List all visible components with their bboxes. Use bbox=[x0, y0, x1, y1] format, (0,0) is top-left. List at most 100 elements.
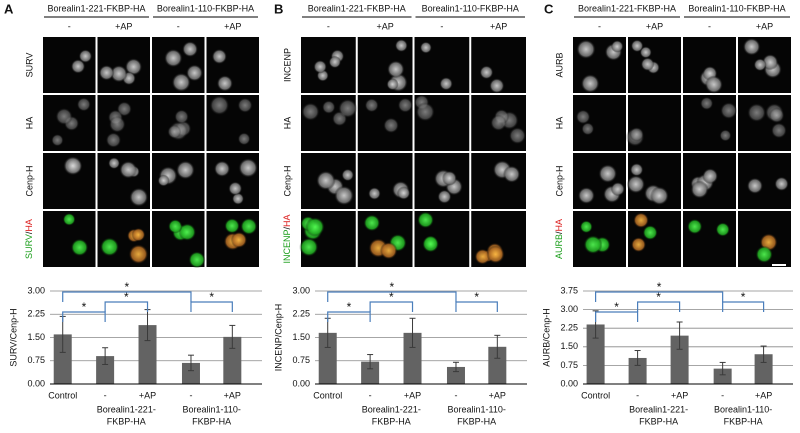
panel-letter: A bbox=[4, 1, 14, 16]
error-bar bbox=[719, 361, 726, 376]
significance-mark: * bbox=[347, 300, 352, 314]
error-bar bbox=[409, 317, 416, 348]
significance-mark: * bbox=[82, 300, 87, 314]
bar bbox=[488, 346, 507, 384]
nucleus bbox=[363, 214, 381, 232]
y-axis-label: INCENP/Cenp-H bbox=[273, 304, 283, 372]
x-tick-label: - bbox=[636, 390, 639, 400]
nucleus bbox=[178, 223, 197, 241]
y-axis-label: SURV/Cenp-H bbox=[8, 308, 18, 366]
nucleus bbox=[704, 75, 724, 94]
nucleus bbox=[328, 55, 342, 69]
column-label: - bbox=[598, 21, 601, 31]
significance-bracket bbox=[62, 291, 192, 302]
nucleus bbox=[579, 220, 593, 234]
group-label: Borealin1-221- bbox=[97, 404, 156, 414]
bar bbox=[318, 332, 337, 384]
y-tick-label: 2.25 bbox=[560, 323, 578, 333]
group-label: FKBP-HA bbox=[639, 416, 678, 426]
group-label: Borealin1-110- bbox=[447, 404, 505, 414]
y-tick-label: 0.75 bbox=[27, 355, 45, 365]
y-tick-label: 3.00 bbox=[27, 285, 45, 295]
significance-mark: * bbox=[656, 290, 661, 304]
nucleus bbox=[490, 114, 507, 132]
nucleus bbox=[503, 165, 521, 183]
nucleus bbox=[686, 218, 703, 235]
column-label: +AP bbox=[646, 21, 663, 31]
group-title: Borealin1-110-FKBP-HA bbox=[422, 3, 519, 13]
nucleus bbox=[755, 245, 773, 264]
x-tick-label: - bbox=[104, 390, 107, 400]
bar bbox=[96, 356, 115, 384]
nucleus bbox=[55, 107, 73, 126]
nucleus bbox=[439, 76, 453, 91]
nucleus bbox=[649, 186, 669, 206]
row-label-part: HA bbox=[282, 214, 292, 227]
nucleus bbox=[63, 156, 83, 176]
nucleus bbox=[231, 192, 245, 205]
significance-bracket bbox=[62, 311, 106, 322]
nucleus bbox=[610, 181, 625, 197]
significance-mark: * bbox=[474, 290, 479, 304]
group-label: FKBP-HA bbox=[724, 416, 763, 426]
bar bbox=[361, 361, 380, 384]
y-tick-label: 0.75 bbox=[292, 355, 310, 365]
nucleus bbox=[171, 72, 191, 92]
nucleus bbox=[580, 74, 600, 93]
nucleus bbox=[415, 102, 435, 122]
bar bbox=[628, 357, 647, 384]
nucleus bbox=[575, 109, 591, 125]
nucleus bbox=[167, 124, 182, 139]
nucleus bbox=[690, 180, 709, 199]
nucleus bbox=[51, 133, 64, 147]
nucleus bbox=[185, 64, 204, 82]
significance-bracket bbox=[595, 291, 724, 302]
row-label: Cenp-H bbox=[24, 165, 34, 196]
row-label-part: / bbox=[554, 231, 564, 234]
x-tick-label: Control bbox=[48, 390, 77, 400]
x-tick-label: +AP bbox=[489, 390, 506, 400]
bar bbox=[53, 334, 72, 384]
y-tick-label: 2.25 bbox=[27, 309, 45, 319]
nucleus bbox=[720, 102, 738, 120]
x-tick-label: - bbox=[369, 390, 372, 400]
nucleus bbox=[715, 222, 730, 237]
y-axis-label: AURB/Cenp-H bbox=[541, 308, 551, 367]
row-label-part: INCENP bbox=[282, 230, 292, 264]
bar bbox=[403, 332, 422, 384]
nucleus bbox=[774, 176, 789, 192]
nucleus bbox=[78, 49, 93, 63]
significance-mark: * bbox=[741, 290, 746, 304]
nucleus bbox=[316, 170, 336, 191]
panel-letter: C bbox=[544, 1, 554, 16]
row-label: Cenp-H bbox=[554, 165, 564, 196]
error-bar bbox=[634, 350, 641, 366]
group-label: FKBP-HA bbox=[457, 416, 496, 426]
nucleus bbox=[240, 217, 258, 235]
y-tick-label: 0.75 bbox=[560, 360, 578, 370]
bar bbox=[586, 324, 605, 384]
bar bbox=[754, 354, 773, 384]
nucleus bbox=[598, 164, 618, 184]
micrograph bbox=[357, 153, 413, 209]
row-label-part: SURV bbox=[24, 234, 34, 259]
nucleus bbox=[70, 59, 86, 74]
nucleus bbox=[131, 227, 146, 242]
nucleus bbox=[629, 162, 644, 177]
group-label: Borealin1-221- bbox=[362, 404, 421, 414]
significance-bracket bbox=[327, 291, 457, 302]
row-label: HA bbox=[24, 117, 34, 130]
significance-mark: * bbox=[389, 290, 394, 304]
micrograph bbox=[301, 37, 356, 93]
nucleus bbox=[108, 115, 126, 133]
group-label: FKBP-HA bbox=[192, 416, 231, 426]
column-label: - bbox=[177, 21, 180, 31]
nucleus bbox=[417, 211, 435, 229]
nucleus bbox=[213, 160, 231, 178]
nucleus bbox=[211, 48, 228, 65]
nucleus bbox=[768, 107, 785, 124]
nucleus bbox=[70, 238, 89, 257]
column-label: +AP bbox=[115, 21, 132, 31]
nucleus bbox=[581, 122, 595, 136]
nucleus bbox=[105, 132, 122, 148]
